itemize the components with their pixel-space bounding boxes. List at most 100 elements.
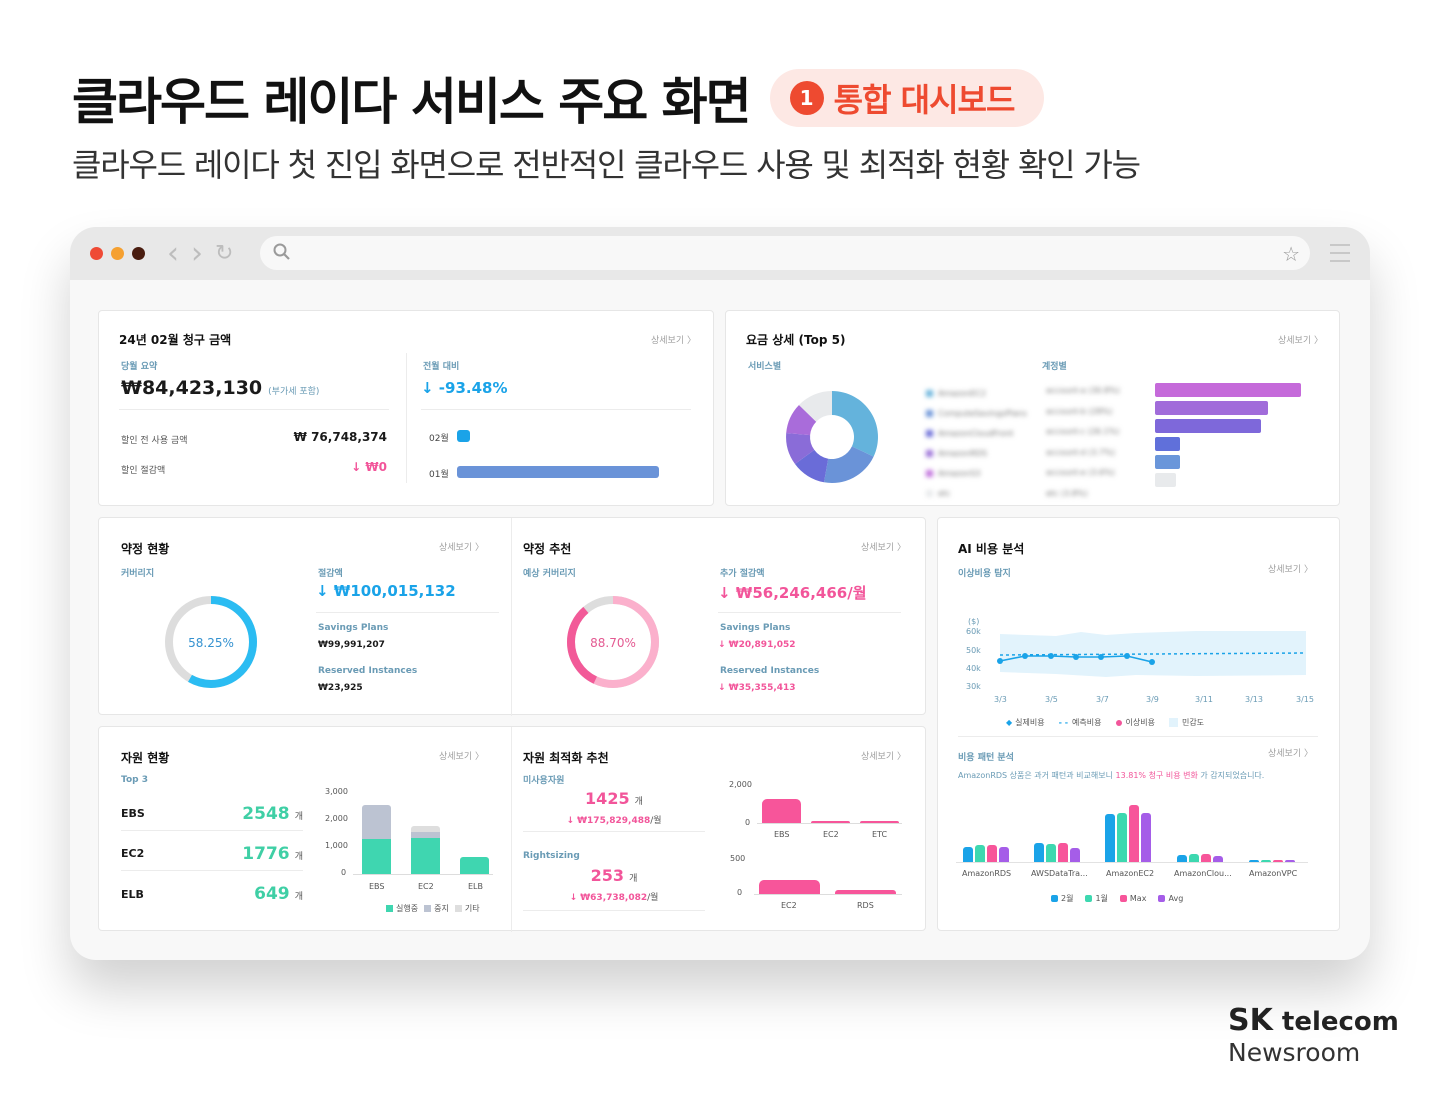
page-title: 클라우드 레이다 서비스 주요 화면 <box>72 73 752 131</box>
service-donut-chart <box>786 391 878 483</box>
fee-detail-card: 요금 상세 (Top 5) 상세보기 〉 서비스별 계정별 AmazonEC2 … <box>725 310 1340 506</box>
month-label-jan: 01월 <box>429 470 449 480</box>
hero-title-row: 클라우드 레이다 서비스 주요 화면 1 통합 대시보드 <box>72 62 1045 134</box>
optimize-more-link[interactable]: 상세보기 〉 <box>861 752 906 762</box>
reload-icon[interactable]: ↻ <box>215 241 234 266</box>
extra-saving-label: 추가 절감액 <box>720 569 765 579</box>
menu-icon[interactable] <box>1330 244 1350 268</box>
resource-row: EBS 2548 개 <box>121 797 303 831</box>
summary-label: 당월 요약 <box>121 362 158 372</box>
divider <box>119 409 389 410</box>
legend-item: AmazonRDS <box>926 443 1027 463</box>
ri-label: Reserved Instances <box>318 666 418 676</box>
commit-reco-title: 약정 추천 <box>523 542 572 556</box>
total-amount-row: ₩84,423,130 (부가세 포함) <box>121 377 319 399</box>
service-legend: AmazonEC2 ComputeSavingsPlans AmazonClou… <box>926 383 1027 503</box>
fee-detail-title: 요금 상세 (Top 5) <box>746 333 846 347</box>
anomaly-legend: ◆ 실제비용 - - 예측비용 이상비용 민감도 <box>1006 718 1205 727</box>
close-dot[interactable] <box>90 247 103 260</box>
pattern-legend: 2월 1월 Max Avg <box>1051 893 1183 904</box>
sp-value: ₩99,991,207 <box>318 640 385 650</box>
expected-coverage-donut: 88.70% <box>567 596 659 688</box>
badge-number: 1 <box>789 81 824 115</box>
resource-row: EC2 1776 개 <box>121 837 303 871</box>
coverage-label: 커버리지 <box>121 569 155 579</box>
discount-value: ↓ ₩0 <box>351 460 387 474</box>
saving-value: ↓ ₩100,015,132 <box>316 582 456 600</box>
ai-analysis-card: AI 비용 분석 이상비용 탐지 상세보기 〉 ($) 60k 50k 40k … <box>937 517 1340 931</box>
total-amount: ₩84,423,130 <box>121 377 263 399</box>
pre-discount-label: 할인 전 사용 금액 <box>121 436 188 446</box>
sp-label: Savings Plans <box>318 623 389 633</box>
browser-window: ‹ › ↻ ☆ 24년 02월 청구 금액 상세보기 〉 당월 요약 ₩84,4… <box>70 227 1370 960</box>
resources-title: 자원 현황 <box>121 751 170 765</box>
month-bar-feb <box>457 430 470 442</box>
back-icon[interactable]: ‹ <box>167 236 179 271</box>
anomaly-more-link[interactable]: 상세보기 〉 <box>1268 565 1313 575</box>
top3-label: Top 3 <box>121 775 148 785</box>
reco-ri-value: ↓ ₩35,355,413 <box>718 683 796 693</box>
month-bar-jan <box>457 466 659 478</box>
pre-discount-value: ₩ 76,748,374 <box>293 430 387 444</box>
unused-label: 미사용자원 <box>523 776 565 786</box>
extra-saving-value: ↓ ₩56,246,466/월 <box>718 584 867 602</box>
commit-status-title: 약정 현황 <box>121 542 170 556</box>
compare-value: ↓ -93.48% <box>421 379 508 397</box>
legend-item: AmazonS3 <box>926 463 1027 483</box>
line-plot <box>997 631 1307 677</box>
bookmark-star-icon[interactable]: ☆ <box>1282 242 1300 266</box>
reco-ri-label: Reserved Instances <box>720 666 820 676</box>
ri-value: ₩23,925 <box>318 683 363 693</box>
vertical-divider <box>406 353 407 483</box>
legend-item: ComputeSavingsPlans <box>926 403 1027 423</box>
saving-label: 절감액 <box>318 569 343 579</box>
commit-status-more-link[interactable]: 상세보기 〉 <box>439 543 484 553</box>
anomaly-label: 이상비용 탐지 <box>958 569 1011 579</box>
vat-note: (부가세 포함) <box>268 387 320 397</box>
legend-item: etc <box>926 483 1027 503</box>
rightsizing-count-row: 253 개 <box>590 866 638 885</box>
discount-label: 할인 절감액 <box>121 466 166 476</box>
badge-label: 통합 대시보드 <box>833 81 1016 119</box>
rightsizing-saving-row: ↓ ₩63,738,082/월 <box>569 893 659 903</box>
forward-icon[interactable]: › <box>191 236 203 271</box>
unused-count-row: 1425 개 <box>585 789 643 808</box>
service-label: 서비스별 <box>748 362 782 372</box>
pattern-more-link[interactable]: 상세보기 〉 <box>1268 749 1313 759</box>
resource-row: ELB 649 개 <box>121 884 303 904</box>
account-bar-chart <box>1155 383 1301 487</box>
coverage-value: 58.25% <box>188 636 234 650</box>
divider <box>421 409 691 410</box>
address-bar[interactable]: ☆ <box>260 236 1310 270</box>
reco-sp-label: Savings Plans <box>720 623 791 633</box>
coverage-donut: 58.25% <box>165 596 257 688</box>
search-icon <box>273 243 290 260</box>
commitment-card: 약정 현황 상세보기 〉 커버리지 58.25% 절감액 ↓ ₩100,015,… <box>98 517 926 716</box>
resources-card: 자원 현황 상세보기 〉 Top 3 EBS 2548 개 EC2 1776 개… <box>98 726 926 932</box>
compare-label: 전월 대비 <box>423 362 460 372</box>
legend-item: AmazonEC2 <box>926 383 1027 403</box>
reco-sp-value: ↓ ₩20,891,052 <box>718 640 796 650</box>
billing-more-link[interactable]: 상세보기 〉 <box>651 336 696 346</box>
optimize-title: 자원 최적화 추천 <box>523 751 609 765</box>
account-label: 계정별 <box>1042 362 1067 372</box>
account-labels: account-a (30.8%) account-b (28%) accoun… <box>1046 386 1120 498</box>
maximize-dot[interactable] <box>132 247 145 260</box>
sk-telecom-newsroom-logo: SK telecom Newsroom <box>1228 1003 1399 1068</box>
ai-title: AI 비용 분석 <box>958 542 1025 556</box>
month-label-feb: 02월 <box>429 434 449 444</box>
resources-more-link[interactable]: 상세보기 〉 <box>439 752 484 762</box>
page-subtitle: 클라우드 레이다 첫 진입 화면으로 전반적인 클라우드 사용 및 최적화 현황… <box>72 146 1141 184</box>
billing-title: 24년 02월 청구 금액 <box>119 333 232 347</box>
minimize-dot[interactable] <box>111 247 124 260</box>
unused-saving-row: ↓ ₩175,829,488/월 <box>566 816 662 826</box>
commit-reco-more-link[interactable]: 상세보기 〉 <box>861 543 906 553</box>
fee-detail-more-link[interactable]: 상세보기 〉 <box>1278 336 1323 346</box>
pattern-message: AmazonRDS 상품은 과거 패턴과 비교해보니 13.81% 청구 비용 … <box>958 771 1265 780</box>
expected-coverage-value: 88.70% <box>590 636 636 650</box>
legend-item: AmazonCloudFront <box>926 423 1027 443</box>
rightsizing-label: Rightsizing <box>523 851 580 861</box>
pattern-label: 비용 패턴 분석 <box>958 753 1014 763</box>
section-badge: 1 통합 대시보드 <box>769 69 1045 127</box>
resource-chart-legend: 실행중 중지 기타 <box>386 903 480 914</box>
